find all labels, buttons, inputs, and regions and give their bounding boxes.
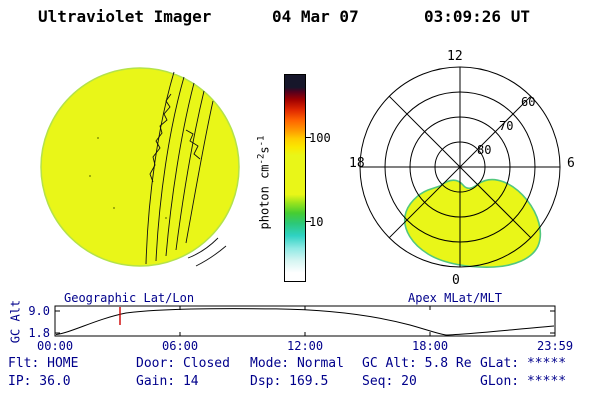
left-panel-caption: Geographic Lat/Lon bbox=[64, 291, 195, 305]
colorbar-units-exp2: -1 bbox=[256, 135, 267, 147]
colorbar-units-exp1: -2 bbox=[256, 153, 267, 165]
mlat-ring-label-60: 60 bbox=[521, 95, 536, 109]
x-tick-2359: 23:59 bbox=[537, 339, 574, 353]
y-tick-1-8: 1.8 bbox=[28, 326, 50, 340]
geographic-grid-contours bbox=[145, 71, 227, 267]
mlt-label-18: 18 bbox=[349, 156, 365, 171]
altitude-curve bbox=[55, 308, 555, 336]
mlt-label-12: 12 bbox=[447, 49, 463, 64]
auroral-oval bbox=[403, 178, 542, 268]
mlt-label-6: 6 bbox=[567, 156, 575, 171]
status-door: Door: Closed bbox=[136, 356, 230, 371]
x-tick-0600: 06:00 bbox=[162, 339, 199, 353]
coastline-contours bbox=[149, 93, 201, 183]
colorbar-tick-label-100: 100 bbox=[309, 131, 331, 145]
observation-time: 03:09:26 UT bbox=[424, 7, 530, 26]
status-glon: GLon: ***** bbox=[480, 374, 567, 389]
x-tick-1800: 18:00 bbox=[412, 339, 449, 353]
x-tick-1200: 12:00 bbox=[287, 339, 324, 353]
colorbar-tick-10 bbox=[306, 221, 311, 222]
mlat-ring-label-80: 80 bbox=[477, 143, 492, 157]
colorbar-tick-100 bbox=[306, 137, 311, 138]
colorbar-tick-label-10: 10 bbox=[309, 215, 324, 229]
colorbar-units-text2: s bbox=[257, 146, 272, 154]
status-seq: Seq: 20 bbox=[362, 374, 417, 389]
strip-chart-ticks bbox=[55, 306, 555, 336]
status-glat: GLat: ***** bbox=[480, 356, 567, 371]
x-tick-0000: 00:00 bbox=[37, 339, 74, 353]
status-gain: Gain: 14 bbox=[136, 374, 199, 389]
image-noise-specks bbox=[89, 137, 167, 219]
altitude-strip-chart bbox=[54, 305, 556, 337]
status-dsp: Dsp: 169.5 bbox=[250, 374, 329, 389]
earth-disk bbox=[40, 67, 240, 267]
mlat-ring-label-70: 70 bbox=[499, 119, 514, 133]
apex-polar-plot bbox=[359, 66, 561, 268]
status-flight: Flt: HOME bbox=[8, 356, 79, 371]
colorbar-units-label: photon cm-2s-1 bbox=[257, 113, 272, 253]
status-mode: Mode: Normal bbox=[250, 356, 344, 371]
observation-date: 04 Mar 07 bbox=[272, 7, 359, 26]
geographic-uv-image bbox=[40, 67, 240, 267]
colorbar-units-text: photon cm bbox=[257, 164, 272, 230]
status-gc-alt: GC Alt: 5.8 Re bbox=[362, 356, 472, 371]
y-tick-9: 9.0 bbox=[28, 304, 50, 318]
right-panel-caption: Apex MLat/MLT bbox=[408, 291, 502, 305]
app-title: Ultraviolet Imager bbox=[38, 7, 212, 26]
polar-grid bbox=[359, 66, 561, 268]
status-ip: IP: 36.0 bbox=[8, 374, 71, 389]
strip-chart-frame bbox=[54, 305, 556, 337]
intensity-colorbar bbox=[284, 74, 306, 282]
strip-y-axis-label: GC Alt bbox=[8, 299, 23, 344]
mlt-label-0: 0 bbox=[452, 273, 460, 288]
